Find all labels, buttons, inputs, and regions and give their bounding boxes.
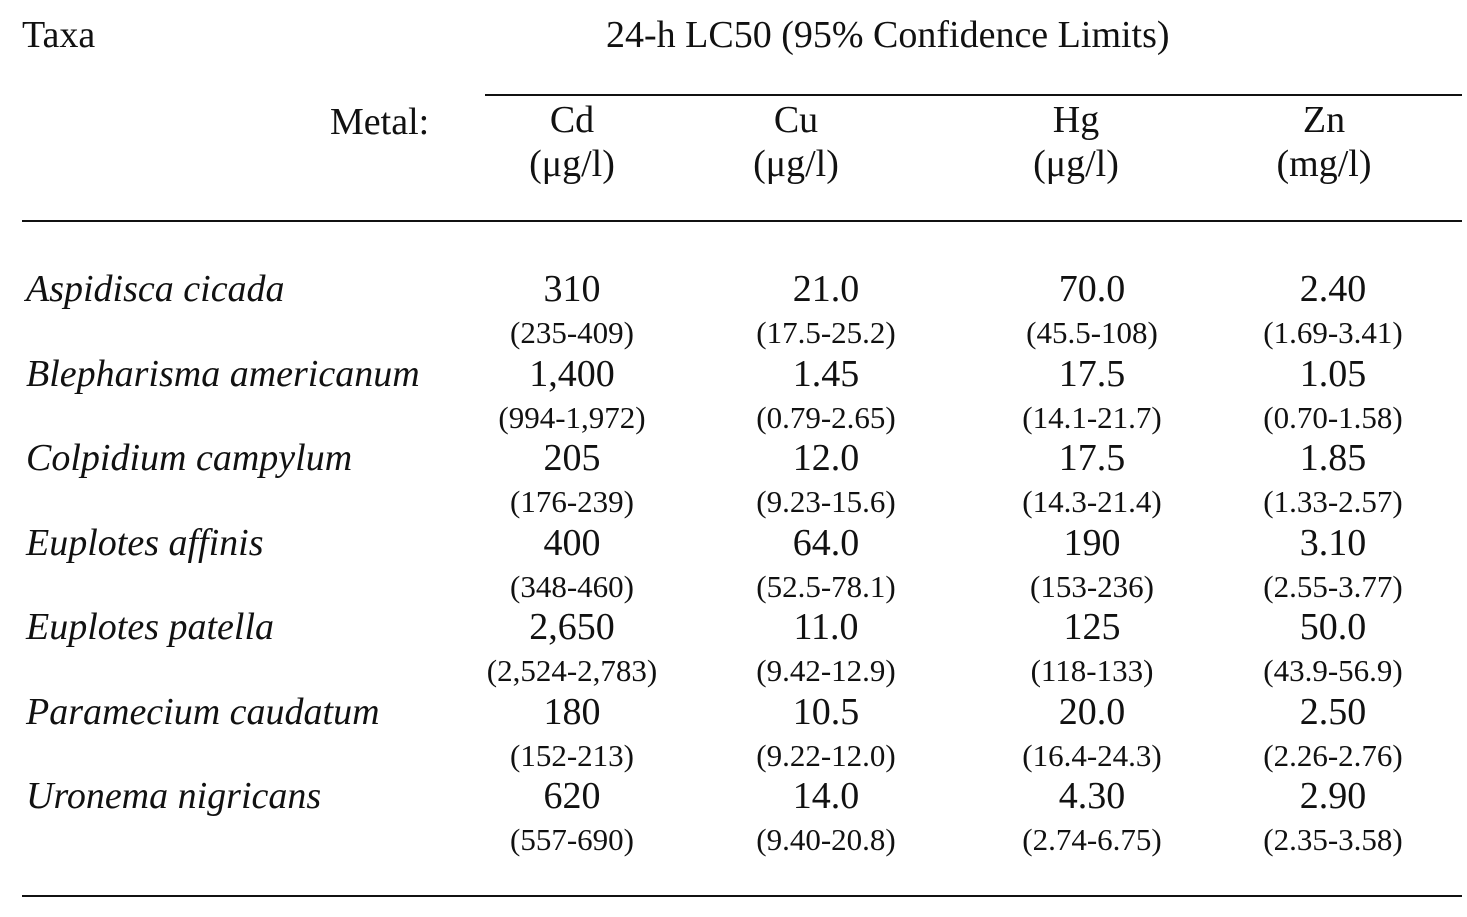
lc50-value: 2.90 <box>1299 775 1367 817</box>
confidence-limits: (45.5-108) <box>1026 315 1158 350</box>
confidence-limits: (14.3-21.4) <box>1022 484 1162 519</box>
column-header-zn: Zn (mg/l) <box>1234 98 1414 186</box>
confidence-limits: (9.23-15.6) <box>756 484 896 519</box>
confidence-limits: (348-460) <box>510 568 634 604</box>
lc50-value: 12.0 <box>792 437 860 479</box>
confidence-limits: (2.35-3.58) <box>1263 822 1403 857</box>
lc50-value: 64.0 <box>792 521 860 564</box>
lc50-value: 190 <box>1063 521 1121 564</box>
lc50-value: 14.0 <box>792 775 860 817</box>
taxon-name: Euplotes affinis <box>26 521 264 564</box>
header-rule <box>485 94 1462 96</box>
confidence-limits: (557-690) <box>510 822 634 857</box>
lc50-value: 1.45 <box>792 352 860 395</box>
confidence-limits: (17.5-25.2) <box>756 315 896 350</box>
lc50-value: 620 <box>543 775 601 817</box>
confidence-limits: (118-133) <box>1030 653 1154 688</box>
taxon-name: Uronema nigricans <box>26 775 322 817</box>
lc50-value: 11.0 <box>793 606 859 648</box>
metal-symbol: Cd <box>549 99 595 141</box>
lc50-value: 3.10 <box>1299 521 1367 564</box>
lc50-value: 2.50 <box>1299 690 1367 733</box>
taxon-name: Aspidisca cicada <box>26 268 285 310</box>
confidence-limits: (43.9-56.9) <box>1263 653 1403 688</box>
table-bottom-rule <box>22 895 1462 897</box>
lc50-value: 2,650 <box>529 606 615 648</box>
metal-unit: (μg/l) <box>1033 143 1119 185</box>
lc50-value: 4.30 <box>1058 775 1126 817</box>
confidence-limits: (1.69-3.41) <box>1263 315 1403 350</box>
confidence-limits: (2.26-2.76) <box>1263 737 1403 773</box>
lc50-value: 70.0 <box>1058 268 1126 310</box>
lc50-value: 21.0 <box>792 268 860 310</box>
taxon-name: Paramecium caudatum <box>26 690 380 733</box>
lc50-value: 180 <box>543 690 601 733</box>
confidence-limits: (994-1,972) <box>498 399 646 435</box>
lc50-value: 50.0 <box>1299 606 1367 648</box>
lc50-value: 125 <box>1063 606 1121 648</box>
metal-symbol: Hg <box>1052 99 1100 141</box>
taxa-column-header: Taxa <box>22 14 96 56</box>
lc50-value: 1.85 <box>1299 437 1367 479</box>
metal-unit: (μg/l) <box>529 143 615 185</box>
table-title: 24-h LC50 (95% Confidence Limits) <box>606 14 1170 56</box>
metal-label: Metal: <box>330 101 430 143</box>
confidence-limits: (9.42-12.9) <box>756 653 896 688</box>
header-bottom-rule <box>22 220 1462 222</box>
metal-unit: (μg/l) <box>753 143 839 185</box>
confidence-limits: (9.22-12.0) <box>756 737 896 773</box>
column-header-cu: Cu (μg/l) <box>706 98 886 186</box>
confidence-limits: (2.74-6.75) <box>1022 822 1162 857</box>
confidence-limits: (2.55-3.77) <box>1263 568 1403 604</box>
confidence-limits: (16.4-24.3) <box>1022 737 1162 773</box>
metal-symbol: Zn <box>1302 99 1346 141</box>
lc50-value: 400 <box>543 521 601 564</box>
lc50-value: 10.5 <box>792 690 860 733</box>
lc50-value: 1.05 <box>1299 352 1367 395</box>
metal-symbol: Cu <box>773 99 819 141</box>
lc50-value: 205 <box>543 437 601 479</box>
lc50-value: 1,400 <box>529 352 615 395</box>
confidence-limits: (0.79-2.65) <box>756 399 896 435</box>
taxon-name: Euplotes patella <box>26 606 275 648</box>
column-header-cd: Cd (μg/l) <box>482 98 662 186</box>
confidence-limits: (152-213) <box>510 737 634 773</box>
lc50-value: 17.5 <box>1058 352 1126 395</box>
confidence-limits: (176-239) <box>510 484 634 519</box>
confidence-limits: (14.1-21.7) <box>1022 399 1162 435</box>
confidence-limits: (1.33-2.57) <box>1263 484 1403 519</box>
confidence-limits: (9.40-20.8) <box>756 822 896 857</box>
lc50-value: 20.0 <box>1058 690 1126 733</box>
confidence-limits: (153-236) <box>1030 568 1154 604</box>
lc50-value: 2.40 <box>1299 268 1367 310</box>
confidence-limits: (2,524-2,783) <box>486 653 658 688</box>
taxon-name: Colpidium campylum <box>26 437 353 479</box>
lc50-value: 310 <box>543 268 601 310</box>
confidence-limits: (0.70-1.58) <box>1263 399 1403 435</box>
column-header-hg: Hg (μg/l) <box>986 98 1166 186</box>
confidence-limits: (235-409) <box>510 315 634 350</box>
lc50-value: 17.5 <box>1058 437 1126 479</box>
metal-unit: (mg/l) <box>1276 143 1372 185</box>
confidence-limits: (52.5-78.1) <box>756 568 896 604</box>
taxon-name: Blepharisma americanum <box>26 352 420 395</box>
